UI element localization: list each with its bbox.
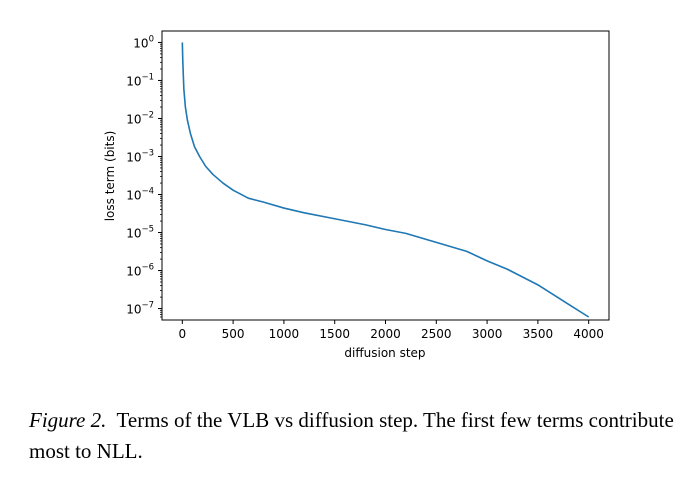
x-tick-label: 1000: [269, 327, 300, 341]
plot-area: [161, 30, 610, 321]
y-tick-label: 10−7: [126, 301, 154, 317]
x-tick-label: 2500: [421, 327, 452, 341]
x-tick-label: 3500: [523, 327, 554, 341]
x-axis-ticks: 0 500 1000 1500 2000 2500 3000 3500 4000: [178, 320, 604, 341]
x-tick-label: 4000: [573, 327, 604, 341]
x-tick-label: 0: [178, 327, 186, 341]
y-tick-label: 10−4: [126, 187, 154, 203]
y-tick-label: 10−1: [126, 72, 154, 88]
y-tick-label: 10−3: [126, 148, 154, 164]
figure-label: Figure 2.: [29, 408, 107, 432]
x-tick-label: 2000: [370, 327, 401, 341]
plot-frame: [161, 30, 610, 321]
y-tick-label: 10−2: [126, 110, 154, 126]
figure-caption: Figure 2. Terms of the VLB vs diffusion …: [29, 405, 689, 467]
x-tick-label: 500: [222, 327, 245, 341]
x-axis-label: diffusion step: [344, 346, 425, 360]
y-axis-label: loss term (bits): [103, 131, 117, 222]
y-tick-label: 10−5: [126, 225, 154, 241]
series-line-0: [181, 42, 590, 318]
y-tick-label: 10−6: [126, 263, 154, 279]
y-tick-label: 100: [133, 34, 154, 50]
chart: 0 500 1000 1500 2000 2500 3000 3500 4000 100 10−1…: [103, 30, 610, 360]
caption-text: Terms of the VLB vs diffusion step. The …: [29, 408, 674, 463]
y-axis-ticks: 100 10−1 10−2 10−3 10−4 10−5 10−6 10−7: [126, 34, 162, 318]
x-tick-label: 1500: [319, 327, 350, 341]
x-tick-label: 3000: [472, 327, 503, 341]
